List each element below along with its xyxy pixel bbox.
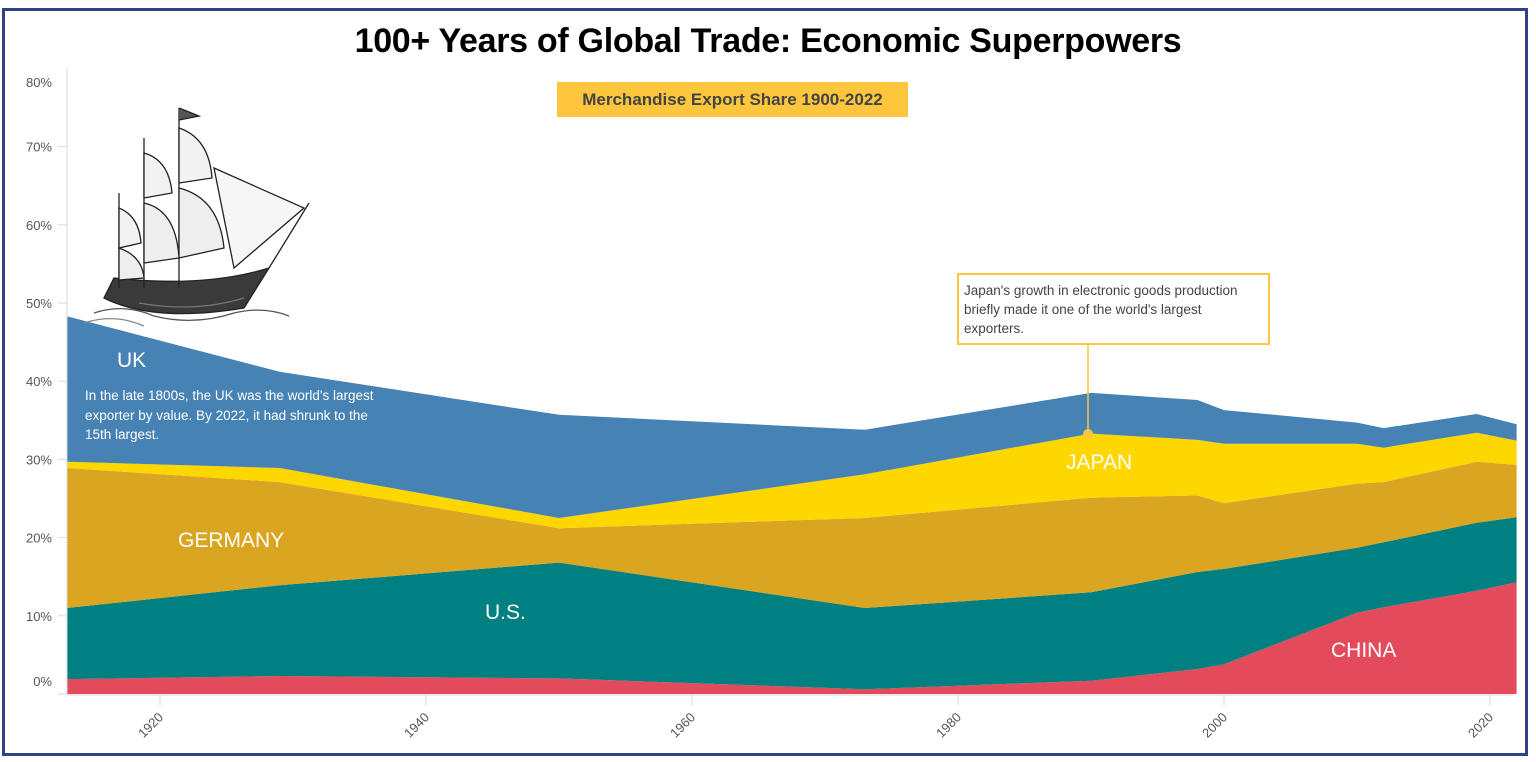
y-tick-label: 50%: [26, 296, 52, 311]
y-tick-label: 60%: [26, 218, 52, 233]
y-tick-label: 80%: [26, 75, 52, 90]
y-tick-label: 20%: [26, 531, 52, 546]
area-japan: [66, 432, 1517, 529]
area-china: [66, 582, 1517, 694]
x-tick-label: 1940: [401, 710, 432, 741]
x-tick-label: 1920: [135, 710, 166, 741]
area-series-group: [66, 316, 1517, 694]
japan-label: JAPAN: [1066, 451, 1132, 474]
sailing-ship-icon: [84, 107, 310, 327]
x-axis: 1920 1940 1960 1980 2000 2020: [67, 694, 1513, 741]
y-tick-label: 40%: [26, 374, 52, 389]
area-germany: [66, 461, 1517, 608]
area-uk: [66, 316, 1517, 518]
x-tick-label: 1980: [933, 710, 964, 741]
chart-title: 100+ Years of Global Trade: Economic Sup…: [354, 22, 1182, 60]
y-tick-label: 10%: [26, 609, 52, 624]
x-tick-label: 2020: [1465, 710, 1496, 741]
y-axis: 0% 10% 20% 30% 40% 50% 60% 70% 80%: [26, 67, 68, 695]
chart-subtitle: Merchandise Export Share 1900-2022: [557, 82, 908, 117]
y-tick-label: 30%: [26, 452, 52, 467]
uk-annotation-text: In the late 1800s, the UK was the world'…: [85, 388, 374, 442]
japan-annotation-box: Japan's growth in electronic goods produ…: [957, 273, 1270, 345]
us-label: U.S.: [485, 601, 526, 624]
x-tick-label: 2000: [1199, 710, 1230, 741]
chart-frame: [2, 8, 1528, 756]
series-labels: UK GERMANY U.S. JAPAN CHINA: [117, 349, 1396, 662]
china-label: CHINA: [1331, 639, 1396, 662]
y-tick-label: 70%: [26, 140, 52, 155]
area-us: [66, 517, 1517, 690]
y-tick-label: 0%: [33, 674, 52, 689]
uk-label: UK: [117, 349, 146, 372]
japan-annotation-connector: [1083, 340, 1093, 439]
germany-label: GERMANY: [178, 529, 284, 552]
x-tick-label: 1960: [667, 710, 698, 741]
